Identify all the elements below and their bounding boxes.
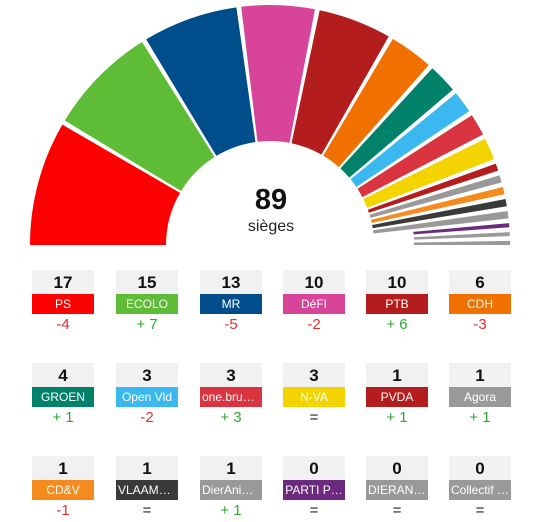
hemicycle-segment xyxy=(64,41,215,192)
party-seats: 0 xyxy=(449,456,511,480)
party-seats: 3 xyxy=(116,363,178,387)
party-seat-change: + 3 xyxy=(220,409,242,426)
party-seat-change: = xyxy=(309,409,319,426)
party-seat-change: = xyxy=(142,502,152,519)
party-name-badge: PVDA xyxy=(366,387,428,407)
party-name-badge: ECOLO xyxy=(116,294,178,314)
party-card: 3 N-VA = xyxy=(283,363,345,429)
party-seat-change: = xyxy=(475,502,485,519)
party-seats: 13 xyxy=(200,270,262,294)
hemicycle-segment xyxy=(413,232,510,240)
party-seat-change: = xyxy=(392,502,402,519)
party-name-badge: N-VA xyxy=(283,387,345,407)
hemicycle-segment xyxy=(370,187,505,223)
hemicycle-segment xyxy=(30,124,181,245)
party-name-badge: one.brus… xyxy=(200,387,262,407)
party-name-badge: Agora xyxy=(449,387,511,407)
hemicycle-segment xyxy=(369,175,502,218)
party-card: 1 PVDA + 1 xyxy=(366,363,428,429)
hemicycle-segment xyxy=(340,68,453,178)
party-seats: 0 xyxy=(283,456,345,480)
party-seats: 17 xyxy=(32,270,94,294)
party-seat-change: -2 xyxy=(140,409,154,426)
party-seats: 3 xyxy=(283,363,345,387)
party-name-badge: GROEN xyxy=(32,387,94,407)
party-seat-change: -4 xyxy=(56,316,70,333)
party-seats: 1 xyxy=(32,456,94,480)
party-card: 0 PARTI P… = xyxy=(283,456,345,522)
party-seat-change: = xyxy=(309,502,319,519)
party-name-badge: DierAnimal xyxy=(200,480,262,500)
hemicycle-segment xyxy=(372,198,507,229)
hemicycle-segment xyxy=(350,93,470,188)
party-name-badge: MR xyxy=(200,294,262,314)
party-card: 13 MR -5 xyxy=(200,270,262,336)
party-seats: 4 xyxy=(32,363,94,387)
party-seat-change: + 6 xyxy=(386,316,408,333)
party-card: 1 VLAAMS … = xyxy=(116,456,178,522)
party-name-badge: VLAAMS … xyxy=(116,480,178,500)
party-name-badge: CDH xyxy=(449,294,511,314)
hemicycle-segment xyxy=(146,7,256,156)
party-seats: 15 xyxy=(116,270,178,294)
party-seat-change: + 1 xyxy=(52,409,74,426)
hemicycle-segment xyxy=(413,223,510,235)
party-card: 3 one.brus… + 3 xyxy=(200,363,262,429)
party-card: 4 GROEN + 1 xyxy=(32,363,94,429)
total-seats-label: sièges xyxy=(247,218,295,235)
party-seats: 1 xyxy=(449,363,511,387)
party-card: 15 ECOLO + 7 xyxy=(116,270,178,336)
party-seats: 3 xyxy=(200,363,262,387)
party-card: 10 PTB + 6 xyxy=(366,270,428,336)
party-card: 10 DéFI -2 xyxy=(283,270,345,336)
party-seat-change: -5 xyxy=(224,316,238,333)
hemicycle-segment xyxy=(291,10,389,155)
party-seat-change: + 7 xyxy=(136,316,158,333)
party-name-badge: DIERANI… xyxy=(366,480,428,500)
hemicycle-segment xyxy=(323,38,429,168)
party-seats: 6 xyxy=(449,270,511,294)
hemicycle-segment xyxy=(413,240,511,245)
party-name-badge: Open Vld xyxy=(116,387,178,407)
party-name-badge: Collectif … xyxy=(449,480,511,500)
party-seat-change: -1 xyxy=(56,502,70,519)
party-seat-change: -3 xyxy=(473,316,487,333)
party-card: 1 Agora + 1 xyxy=(449,363,511,429)
hemicycle-segment xyxy=(363,138,495,208)
party-card: 3 Open Vld -2 xyxy=(116,363,178,429)
party-card: 1 DierAnimal + 1 xyxy=(200,456,262,522)
party-card: 1 CD&V -1 xyxy=(32,456,94,522)
total-seats: 89 xyxy=(254,184,288,216)
party-card: 0 Collectif … = xyxy=(449,456,511,522)
party-card: 6 CDH -3 xyxy=(449,270,511,336)
party-card: 17 PS -4 xyxy=(32,270,94,336)
party-name-badge: PS xyxy=(32,294,94,314)
hemicycle-segment xyxy=(241,5,315,143)
party-name-badge: CD&V xyxy=(32,480,94,500)
party-name-badge: DéFI xyxy=(283,294,345,314)
party-seats: 1 xyxy=(200,456,262,480)
hemicycle-chart xyxy=(30,5,511,245)
party-card: 0 DIERANI… = xyxy=(366,456,428,522)
party-seats: 10 xyxy=(283,270,345,294)
hemicycle-segment xyxy=(367,163,499,213)
hemicycle-segment xyxy=(357,115,484,198)
party-seat-change: -2 xyxy=(307,316,321,333)
hemicycle-segment xyxy=(372,211,509,234)
party-seats: 1 xyxy=(366,363,428,387)
party-seats: 1 xyxy=(116,456,178,480)
party-name-badge: PTB xyxy=(366,294,428,314)
party-name-badge: PARTI P… xyxy=(283,480,345,500)
party-seats: 0 xyxy=(366,456,428,480)
party-seat-change: + 1 xyxy=(220,502,242,519)
party-seats: 10 xyxy=(366,270,428,294)
party-seat-change: + 1 xyxy=(386,409,408,426)
party-seat-change: + 1 xyxy=(469,409,491,426)
